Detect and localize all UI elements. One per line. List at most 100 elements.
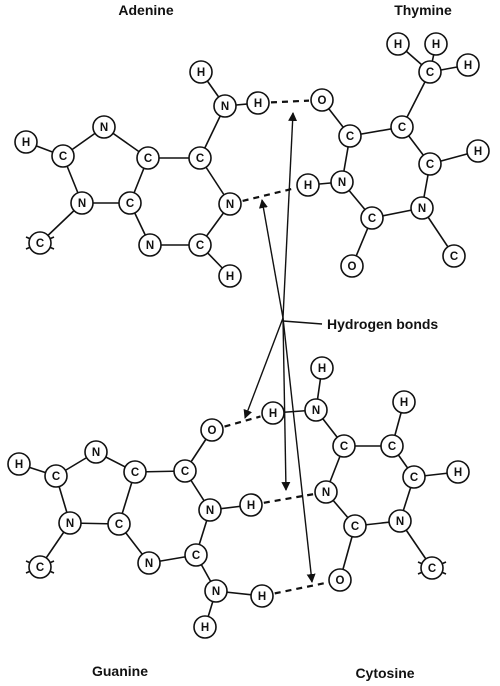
guanine-atom-H: H — [310, 356, 334, 380]
atom-symbol: H — [201, 622, 209, 634]
thymine-atom-C: C — [418, 152, 442, 176]
atom-symbol: C — [59, 151, 67, 163]
atom-circle — [330, 170, 354, 194]
adenine-atom-C: C — [136, 146, 160, 170]
thymine-atom-C: C — [442, 244, 466, 268]
cytosine-atom-N: N — [314, 480, 338, 504]
guanine-atom-C: C — [28, 555, 52, 579]
atom-circle — [189, 60, 213, 84]
atom-circle — [442, 244, 466, 268]
guanine-atom-C: C — [107, 512, 131, 536]
atom-symbol: H — [258, 591, 266, 603]
atom-circle — [466, 139, 490, 163]
atom-symbol: H — [400, 397, 408, 409]
atom-circle — [304, 398, 328, 422]
pointer-to-hbond-5 — [282, 317, 316, 583]
guanine-atom-C: C — [184, 543, 208, 567]
pointer-to-hbond-2 — [258, 199, 284, 319]
guanine-cytosine-hbond-2 — [263, 493, 314, 504]
adenine-label: Adenine — [118, 2, 173, 18]
atom-circle — [310, 88, 334, 112]
atom-symbol: N — [78, 198, 86, 210]
thymine-atom-H: H — [424, 32, 448, 56]
atom-circle — [418, 60, 442, 84]
guanine-atom-C: C — [44, 464, 68, 488]
thymine-atom-H: H — [456, 53, 480, 77]
atom-symbol: N — [226, 199, 234, 211]
adenine-atom-N: N — [213, 94, 237, 118]
cytosine-atom-H: H — [446, 460, 470, 484]
atom-circle — [246, 91, 270, 115]
atom-circle — [188, 233, 212, 257]
thymine-atom-C: C — [390, 115, 414, 139]
atom-symbol: N — [145, 558, 153, 570]
atom-symbol: C — [346, 131, 354, 143]
atom-symbol: N — [396, 516, 404, 528]
atom-symbol: C — [144, 153, 152, 165]
thymine-label: Thymine — [394, 2, 452, 18]
guanine-atom-C: C — [173, 459, 197, 483]
atom-circle — [360, 206, 384, 230]
atom-symbol: C — [52, 471, 60, 483]
atom-circle — [28, 231, 52, 255]
atom-symbol: H — [432, 39, 440, 51]
atom-circle — [314, 480, 338, 504]
thymine-atom-O: O — [310, 88, 334, 112]
atom-symbol: C — [126, 198, 134, 210]
atom-circle — [424, 32, 448, 56]
guanine-atom-H: H — [7, 452, 31, 476]
atom-circle — [218, 192, 242, 216]
adenine-atom-C: C — [188, 233, 212, 257]
adenine-thymine-hbond-1 — [270, 99, 310, 104]
atom-symbol: N — [338, 177, 346, 189]
pointer-to-hbond-4 — [281, 317, 291, 491]
atom-symbol: C — [196, 240, 204, 252]
thymine-atom-N: N — [330, 170, 354, 194]
adenine-atom-C: C — [118, 191, 142, 215]
atom-circle — [173, 459, 197, 483]
cytosine-atom-C: C — [402, 465, 426, 489]
atom-circle — [58, 511, 82, 535]
atom-circle — [420, 556, 444, 580]
thymine-atom-H: H — [296, 173, 320, 197]
atom-circle — [7, 452, 31, 476]
adenine-atom-H: H — [14, 130, 38, 154]
adenine-atom-N: N — [92, 115, 116, 139]
guanine-atom-N: N — [198, 498, 222, 522]
atom-symbol: C — [115, 519, 123, 531]
guanine-label: Guanine — [92, 663, 148, 679]
cytosine-atom-N: N — [304, 398, 328, 422]
atom-circle — [410, 196, 434, 220]
adenine-atom-C: C — [51, 144, 75, 168]
atom-circle — [340, 254, 364, 278]
atom-circle — [338, 124, 362, 148]
atom-symbol: C — [340, 441, 348, 453]
guanine-atom-N: N — [84, 440, 108, 464]
adenine-atom-C: C — [188, 146, 212, 170]
atom-circle — [204, 579, 228, 603]
guanine-atom-H: H — [239, 493, 263, 517]
adenine-atom-N: N — [218, 192, 242, 216]
atom-circle — [118, 191, 142, 215]
atom-circle — [250, 584, 274, 608]
atom-circle — [386, 32, 410, 56]
atom-circle — [28, 555, 52, 579]
atom-circle — [296, 173, 320, 197]
guanine-atom-N: N — [58, 511, 82, 535]
atom-symbol: N — [322, 487, 330, 499]
atom-circle — [343, 514, 367, 538]
cytosine-atom-C: C — [420, 556, 444, 580]
atom-symbol: O — [348, 261, 357, 273]
atom-circle — [138, 233, 162, 257]
atom-circle — [456, 53, 480, 77]
thymine-atom-H: H — [386, 32, 410, 56]
atom-symbol: C — [410, 472, 418, 484]
atom-symbol: H — [269, 408, 277, 420]
hydrogen-bonds-label: Hydrogen bonds — [327, 316, 438, 332]
atom-circle — [188, 146, 212, 170]
thymine-atom-N: N — [410, 196, 434, 220]
atom-circle — [213, 94, 237, 118]
adenine-atom-N: N — [138, 233, 162, 257]
